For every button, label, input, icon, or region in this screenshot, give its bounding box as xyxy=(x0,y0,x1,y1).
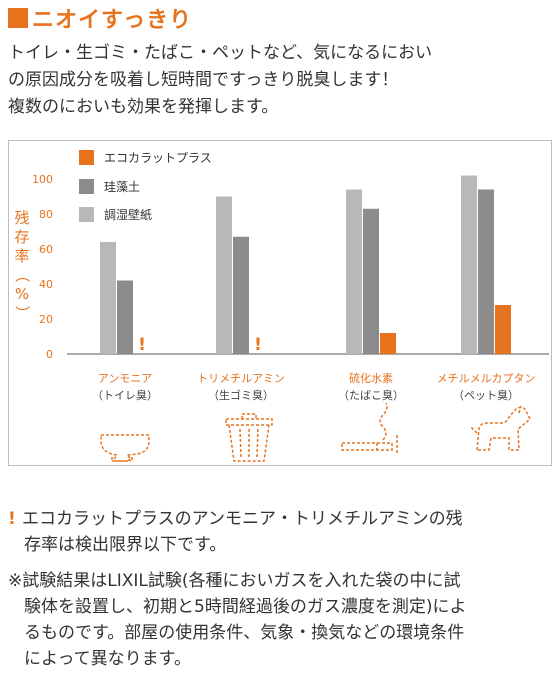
legend-label: 珪藻土 xyxy=(104,180,140,194)
y-axis-label-char: 存 xyxy=(14,228,29,246)
note-line: るものです。部屋の使用条件、気象・換気などの環境条件 xyxy=(24,623,465,643)
y-tick-label: 80 xyxy=(39,208,53,221)
x-category-label: トリメチルアミン xyxy=(197,372,285,385)
y-axis-label-char: 残 xyxy=(14,209,29,227)
intro-line: 複数のにおいも効果を発揮します。 xyxy=(8,97,279,117)
x-category-sublabel: （トイレ臭） xyxy=(92,388,158,402)
bar-diatomaceous-earth xyxy=(233,236,249,354)
intro-line: トイレ・生ゴミ・たばこ・ペットなど、気になるにおい xyxy=(8,43,433,63)
note-line: によって異なります。 xyxy=(24,649,191,669)
y-axis-label-char: （ xyxy=(13,267,31,282)
heading-square-marker xyxy=(8,8,28,28)
legend-label: 調湿壁紙 xyxy=(104,207,152,222)
x-category-label: 硫化水素 xyxy=(349,371,393,385)
legend-label: エコカラットプラス xyxy=(104,151,212,165)
section-heading: ニオイすっきり xyxy=(8,4,193,33)
toilet-icon xyxy=(100,434,150,462)
note-line: 存率は検出限界以下です。 xyxy=(24,535,227,555)
y-tick-label: 0 xyxy=(46,348,53,361)
bar-diatomaceous-earth xyxy=(363,208,379,354)
y-axis-label-char: ） xyxy=(13,305,31,320)
bar-humidity-wallpaper xyxy=(216,196,232,354)
bar-humidity-wallpaper xyxy=(100,242,116,354)
bar-ecocarat-plus xyxy=(380,333,396,354)
chart-panel: 0 20 40 60 80 100 残存率 （% ）! アンモニア （トイレ臭）! トリメチルアミン （… xyxy=(8,140,552,466)
legend-swatch xyxy=(79,179,94,194)
below-detection-limit-mark: ! xyxy=(138,335,146,355)
legend-swatch xyxy=(79,150,94,165)
bar-ecocarat-plus xyxy=(495,305,511,354)
y-tick-label: 20 xyxy=(39,313,53,326)
x-category-sublabel: （生ゴミ臭） xyxy=(208,388,274,402)
y-tick-label: 60 xyxy=(39,243,53,256)
residual-rate-chart: 0 20 40 60 80 100 残存率 （% ）! アンモニア （トイレ臭）! トリメチルアミン （… xyxy=(13,150,549,462)
x-category-label: アンモニア xyxy=(98,372,153,385)
bar-diatomaceous-earth xyxy=(478,189,494,354)
note-line: ※試験結果はLIXIL試験(各種においガスを入れた袋の中に試 xyxy=(8,571,461,591)
y-axis-label-char: 率 xyxy=(14,247,29,265)
page-title: ニオイすっきり xyxy=(32,8,193,33)
x-category-sublabel: （たばこ臭） xyxy=(338,388,404,402)
y-tick-label: 100 xyxy=(32,173,53,186)
test-conditions-note: ※試験結果はLIXIL試験(各種においガスを入れた袋の中に試 験体を設置し、初期… xyxy=(8,568,556,672)
trash-can-icon xyxy=(225,413,273,462)
below-detection-limit-mark: ! xyxy=(254,335,262,355)
cigarette-icon xyxy=(341,402,398,455)
bar-humidity-wallpaper xyxy=(346,189,362,354)
x-category-sublabel: （ペット臭） xyxy=(453,388,519,402)
intro-text: トイレ・生ゴミ・たばこ・ペットなど、気になるにおい の原因成分を吸着し短時間です… xyxy=(8,40,556,121)
bar-humidity-wallpaper xyxy=(461,175,477,354)
note-line: エコカラットプラスのアンモニア・トリメチルアミンの残 xyxy=(22,509,463,529)
x-category-label: メチルメルカプタン xyxy=(437,372,536,385)
dog-icon xyxy=(470,405,531,451)
detection-limit-note: ! エコカラットプラスのアンモニア・トリメチルアミンの残 存率は検出限界以下です。 xyxy=(8,506,556,558)
note-exclamation-mark: ! xyxy=(8,509,16,529)
note-line: 験体を設置し、初期と5時間経過後のガス濃度を測定)によ xyxy=(24,597,467,617)
bar-diatomaceous-earth xyxy=(117,280,133,354)
y-axis-label-char: % xyxy=(15,285,29,303)
intro-line: の原因成分を吸着し短時間ですっきり脱臭します！ xyxy=(8,70,399,90)
y-tick-label: 40 xyxy=(39,278,53,291)
legend-swatch xyxy=(79,207,94,222)
